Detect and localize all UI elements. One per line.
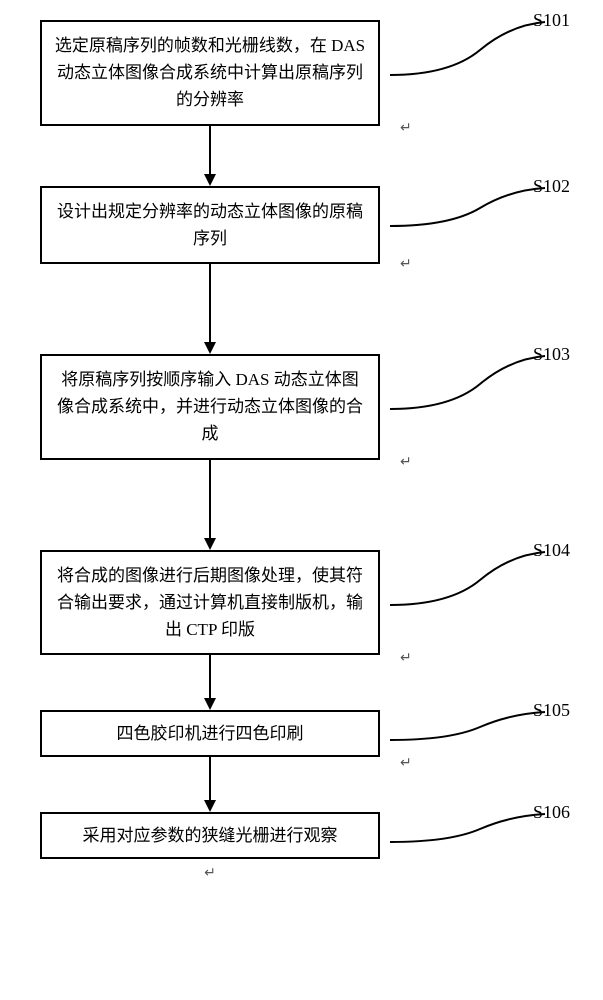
step-text: 四色胶印机进行四色印刷 [117,724,304,743]
step-text: 将原稿序列按顺序输入 DAS 动态立体图像合成系统中，并进行动态立体图像的合成 [57,370,363,443]
step-text: 设计出规定分辨率的动态立体图像的原稿序列 [57,202,363,248]
step-label-wrap: S106 [390,812,570,857]
step-box-s105: 四色胶印机进行四色印刷 [40,710,380,757]
step-row: 将合成的图像进行后期图像处理，使其符合输出要求，通过计算机直接制版机，输出 CT… [40,550,570,656]
arrow-down [40,264,380,354]
step-label: S103 [533,344,570,365]
step-label: S102 [533,176,570,197]
step-box-s102: 设计出规定分辨率的动态立体图像的原稿序列 [40,186,380,264]
step-box-s106: 采用对应参数的狭缝光栅进行观察 [40,812,380,859]
step-row: 设计出规定分辨率的动态立体图像的原稿序列 S102 ↵ [40,186,570,264]
paragraph-mark-icon: ↵ [400,755,412,772]
step-label-wrap: S101 [390,20,570,80]
flowchart: 选定原稿序列的帧数和光栅线数，在 DAS 动态立体图像合成系统中计算出原稿序列的… [40,20,583,882]
step-label-wrap: S105 [390,710,570,755]
arrow-down [40,655,380,710]
step-text: 采用对应参数的狭缝光栅进行观察 [83,826,338,845]
arrow-down [40,757,380,812]
step-row: 选定原稿序列的帧数和光栅线数，在 DAS 动态立体图像合成系统中计算出原稿序列的… [40,20,570,126]
step-row: 四色胶印机进行四色印刷 S105 ↵ [40,710,570,757]
step-label-wrap: S104 [390,550,570,610]
arrow-down [40,460,380,550]
step-text: 选定原稿序列的帧数和光栅线数，在 DAS 动态立体图像合成系统中计算出原稿序列的… [55,36,365,109]
paragraph-mark-icon: ↵ [400,650,412,667]
step-label-wrap: S103 [390,354,570,414]
step-box-s104: 将合成的图像进行后期图像处理，使其符合输出要求，通过计算机直接制版机，输出 CT… [40,550,380,656]
step-label: S106 [533,802,570,823]
step-label: S104 [533,540,570,561]
step-row: 采用对应参数的狭缝光栅进行观察 S106 [40,812,570,859]
step-label-wrap: S102 [390,186,570,246]
paragraph-mark-icon: ↵ [400,256,412,273]
step-label: S101 [533,10,570,31]
step-box-s101: 选定原稿序列的帧数和光栅线数，在 DAS 动态立体图像合成系统中计算出原稿序列的… [40,20,380,126]
step-row: 将原稿序列按顺序输入 DAS 动态立体图像合成系统中，并进行动态立体图像的合成 … [40,354,570,460]
step-box-s103: 将原稿序列按顺序输入 DAS 动态立体图像合成系统中，并进行动态立体图像的合成 [40,354,380,460]
paragraph-mark-icon: ↵ [400,120,412,137]
paragraph-mark-icon: ↵ [400,454,412,471]
arrow-down [40,126,380,186]
step-label: S105 [533,700,570,721]
step-text: 将合成的图像进行后期图像处理，使其符合输出要求，通过计算机直接制版机，输出 CT… [57,566,363,639]
paragraph-mark-icon: ↵ [40,865,380,882]
